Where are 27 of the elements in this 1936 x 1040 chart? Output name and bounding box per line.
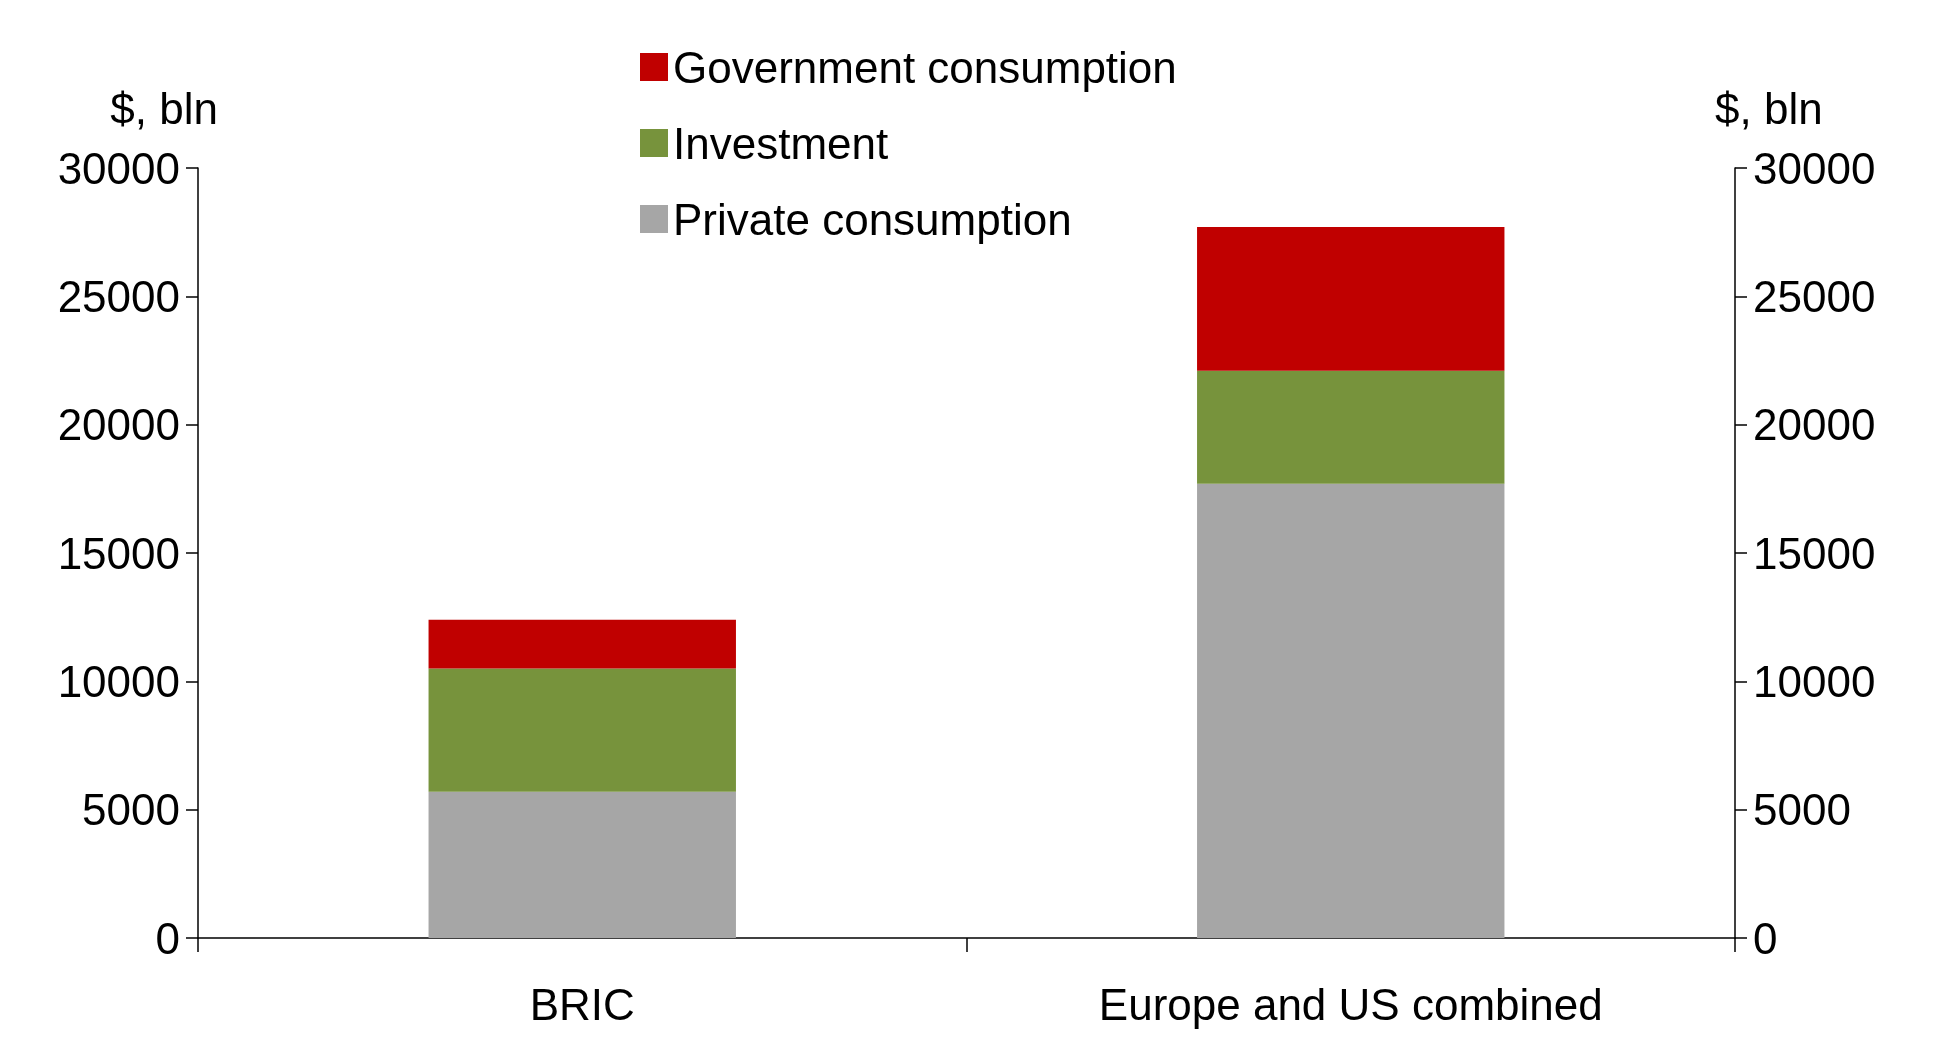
bar	[428, 791, 736, 938]
legend-label: Investment	[673, 118, 889, 168]
legend-label: Private consumption	[673, 194, 1072, 244]
y2-tick-label: 30000	[1753, 143, 1876, 193]
y2-tick-label: 5000	[1753, 785, 1851, 835]
y-tick-label: 10000	[57, 656, 180, 706]
x-tick-label: BRIC	[529, 979, 635, 1029]
x-tick-label: Europe and US combined	[1098, 979, 1603, 1029]
y2-tick-label: 10000	[1753, 656, 1876, 706]
bar	[428, 668, 736, 792]
y-tick-label: 0	[155, 913, 180, 963]
y2-tick-label: 20000	[1753, 400, 1876, 450]
y-axis-title: $, bln	[110, 83, 218, 133]
bar	[1197, 227, 1505, 371]
y-tick-label: 30000	[57, 143, 180, 193]
y-tick-label: 20000	[57, 400, 180, 450]
legend-label: Government consumption	[673, 42, 1177, 92]
y2-tick-label: 0	[1753, 913, 1778, 963]
y2-tick-label: 25000	[1753, 271, 1876, 321]
y-tick-label: 5000	[82, 785, 180, 835]
y-tick-label: 15000	[57, 528, 180, 578]
bar	[1197, 483, 1505, 938]
y-tick-label: 25000	[57, 271, 180, 321]
y2-axis-title: $, bln	[1715, 83, 1823, 133]
bar	[1197, 370, 1505, 484]
y2-tick-label: 15000	[1753, 528, 1876, 578]
bar	[428, 619, 736, 669]
